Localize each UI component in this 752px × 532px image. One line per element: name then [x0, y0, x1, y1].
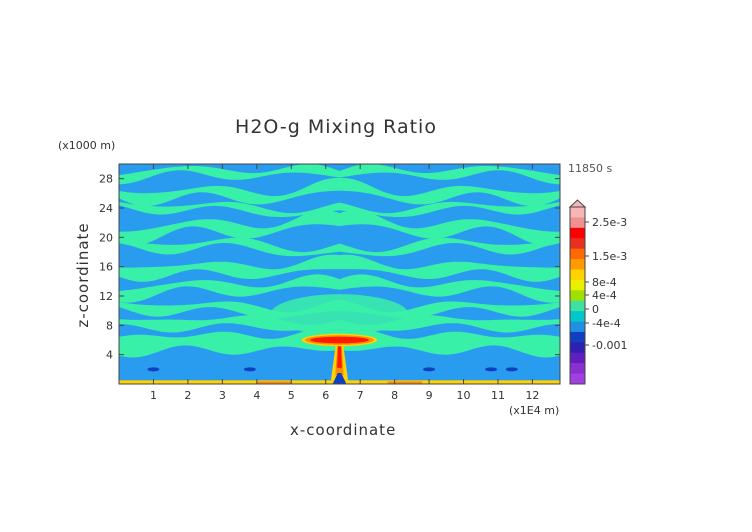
colorbar-swatch [570, 217, 585, 229]
colorbar-swatch [570, 290, 585, 302]
low-lens [485, 367, 498, 372]
colorbar-label: 2.5e-3 [592, 216, 627, 229]
colorbar-swatch [570, 227, 585, 239]
colorbar-swatch [570, 207, 585, 218]
colorbar-arrow [568, 199, 587, 208]
y-tick-label: 8 [106, 319, 113, 332]
colorbar-swatch [570, 279, 585, 291]
x-tick-label: 11 [491, 389, 505, 402]
x-unit-label: (x1E4 m) [509, 404, 560, 417]
x-tick-label: 10 [457, 389, 471, 402]
colorbar-label: 4e-4 [592, 289, 617, 302]
x-tick-label: 4 [253, 389, 260, 402]
x-tick-label: 12 [525, 389, 539, 402]
colorbar-swatch [570, 342, 585, 354]
x-ticks: 1 2 3 4 5 6 7 8 9 10 11 12 [150, 164, 539, 402]
moisture-dome [270, 294, 409, 335]
colorbar-swatch [570, 269, 585, 281]
colorbar-label: 1.5e-3 [592, 250, 627, 263]
plume-stem-core [337, 342, 342, 368]
colorbar-label: 0 [592, 303, 599, 316]
surface-hot-right [387, 381, 423, 384]
plume-base [332, 373, 347, 384]
colorbar-swatch [570, 373, 585, 385]
colorbar-label: -4e-4 [592, 317, 621, 330]
low-lens [147, 367, 160, 372]
x-tick-label: 3 [219, 389, 226, 402]
moisture-band [119, 177, 560, 207]
low-lens [243, 367, 256, 372]
low-lens [505, 367, 518, 372]
y-ticks: 4 8 12 16 20 24 28 [99, 173, 560, 362]
colorbar-swatch [570, 321, 585, 333]
colorbar-swatch [570, 311, 585, 323]
y-tick-label: 20 [99, 231, 113, 244]
colorbar-swatch [570, 331, 585, 343]
anvil-core [310, 336, 369, 344]
y-tick-label: 28 [99, 173, 113, 186]
moisture-band [119, 201, 560, 217]
surface-hot-left [256, 381, 292, 384]
colorbar-label: 8e-4 [592, 276, 617, 289]
x-tick-label: 2 [184, 389, 191, 402]
field-layer [119, 164, 560, 384]
y-tick-label: 16 [99, 261, 113, 274]
y-unit-label: (x1000 m) [58, 139, 116, 152]
x-tick-label: 1 [150, 389, 157, 402]
chart-title: H2O-g Mixing Ratio [235, 116, 437, 138]
x-axis-label: x-coordinate [290, 421, 397, 439]
moisture-band [119, 210, 560, 246]
x-tick-label: 6 [322, 389, 329, 402]
colorbar: 2.5e-3 1.5e-3 8e-44e-40-4e-4 -0.001 [568, 199, 627, 385]
colorbar-swatch [570, 238, 585, 250]
x-tick-label: 8 [391, 389, 398, 402]
colorbar-swatch [570, 248, 585, 260]
x-tick-label: 9 [426, 389, 433, 402]
colorbar-label: -0.001 [592, 339, 627, 352]
colorbar-swatch [570, 259, 585, 270]
low-lens [423, 367, 436, 372]
x-tick-label: 5 [288, 389, 295, 402]
plot-frame [118, 163, 561, 385]
time-label: 11850 s [568, 162, 613, 175]
colorbar-swatch [570, 363, 585, 375]
y-tick-label: 24 [99, 202, 113, 215]
moisture-band [119, 254, 560, 282]
y-tick-label: 12 [99, 290, 113, 303]
moisture-band [119, 237, 560, 257]
y-tick-label: 4 [106, 349, 113, 362]
colorbar-swatch [570, 300, 585, 312]
colorbar-swatch [570, 352, 585, 364]
moisture-band [119, 274, 560, 303]
moisture-band [119, 164, 560, 185]
x-tick-label: 7 [357, 389, 364, 402]
